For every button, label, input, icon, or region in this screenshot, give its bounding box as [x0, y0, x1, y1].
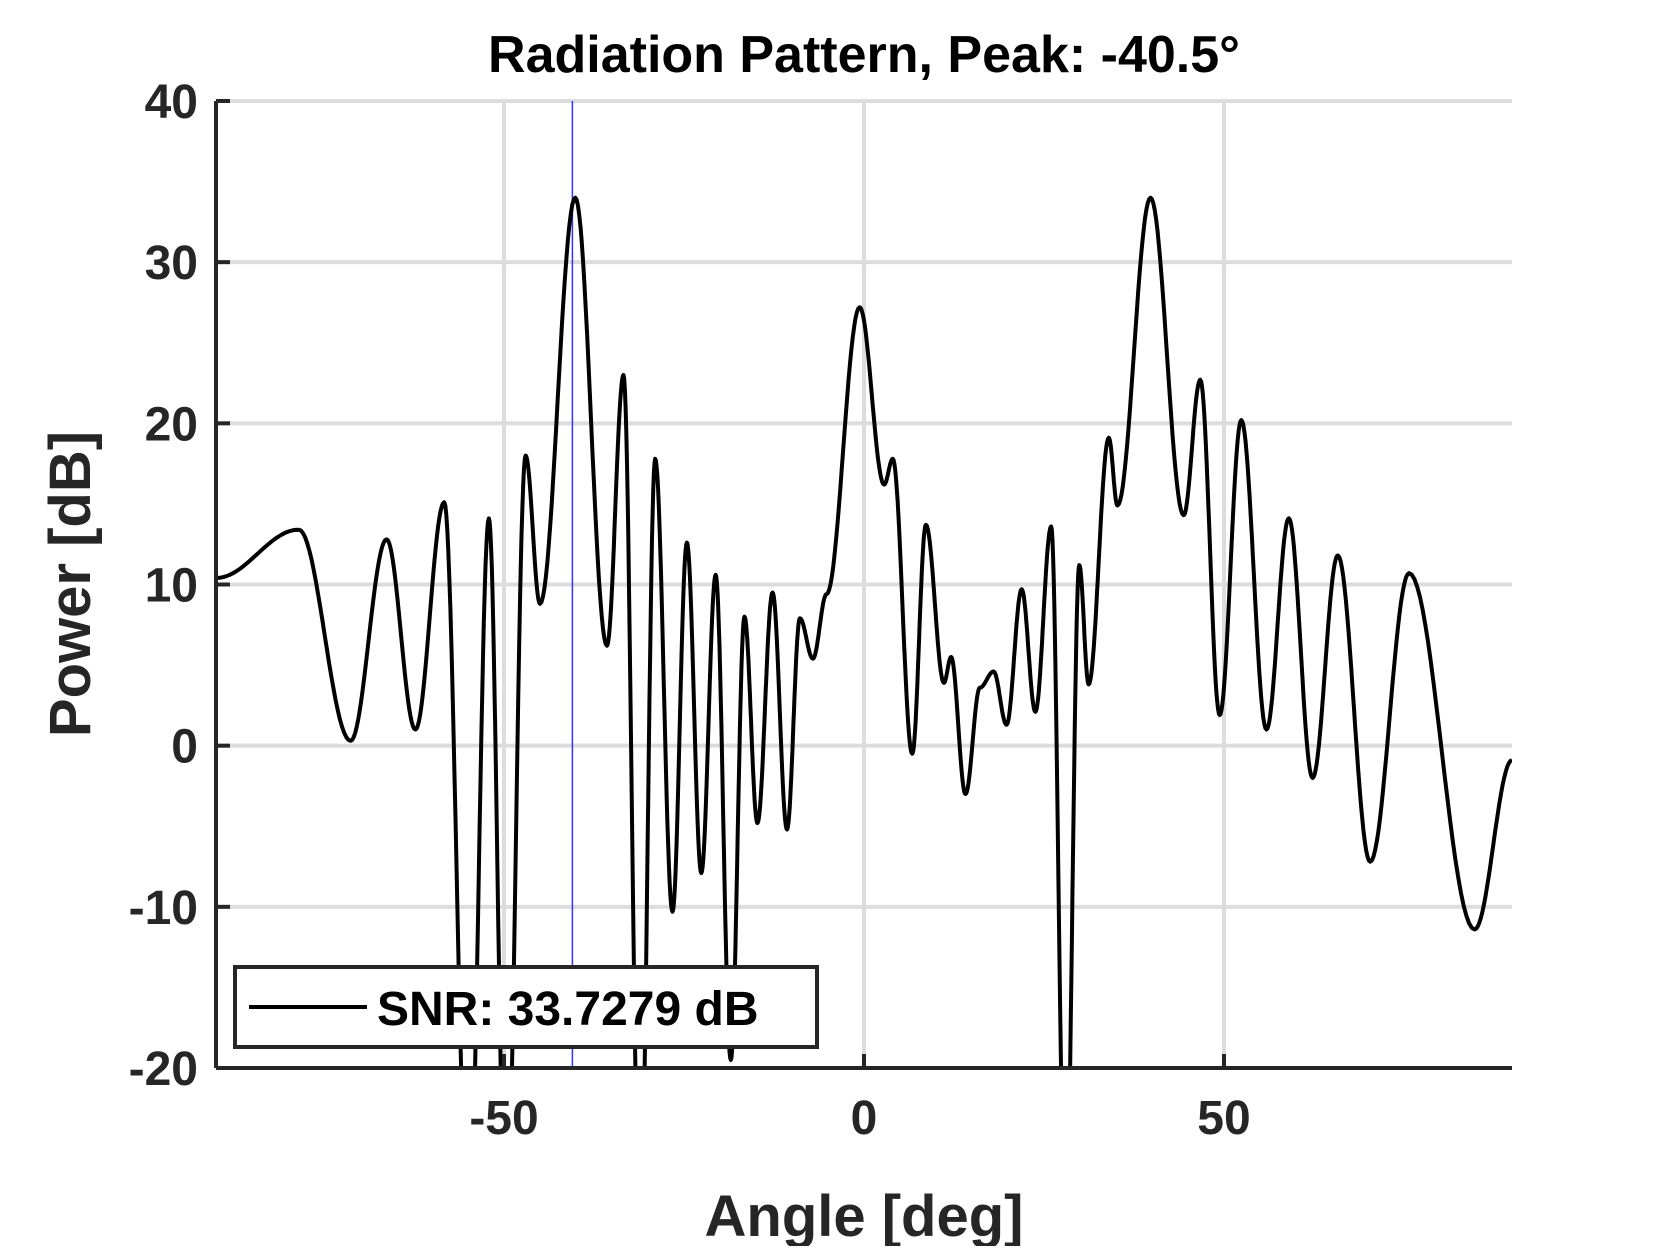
- y-axis-label: Power [dB]: [38, 431, 103, 737]
- y-tick-label: 20: [145, 398, 198, 451]
- x-axis-label: Angle [deg]: [705, 1184, 1024, 1246]
- y-tick-label: 10: [145, 560, 198, 613]
- y-tick-label: 40: [145, 76, 198, 129]
- series-line: [216, 195, 1512, 1068]
- x-tick-label: -50: [469, 1092, 538, 1145]
- chart-title: Radiation Pattern, Peak: -40.5°: [488, 26, 1240, 84]
- grid: [216, 99, 1512, 1070]
- legend-entry: SNR: 33.7279 dB: [377, 983, 759, 1036]
- x-tick-label: 0: [851, 1092, 878, 1145]
- axes: [214, 99, 1512, 1070]
- tick-labels: -50 0 50 -20 -10 0 10 20 30 40: [129, 76, 1251, 1145]
- y-tick-label: 30: [145, 237, 198, 290]
- y-tick-label: -10: [129, 882, 198, 935]
- x-tick-label: 50: [1197, 1092, 1250, 1145]
- y-tick-label: -20: [129, 1043, 198, 1096]
- legend: SNR: 33.7279 dB: [233, 965, 819, 1049]
- y-tick-label: 0: [171, 721, 198, 774]
